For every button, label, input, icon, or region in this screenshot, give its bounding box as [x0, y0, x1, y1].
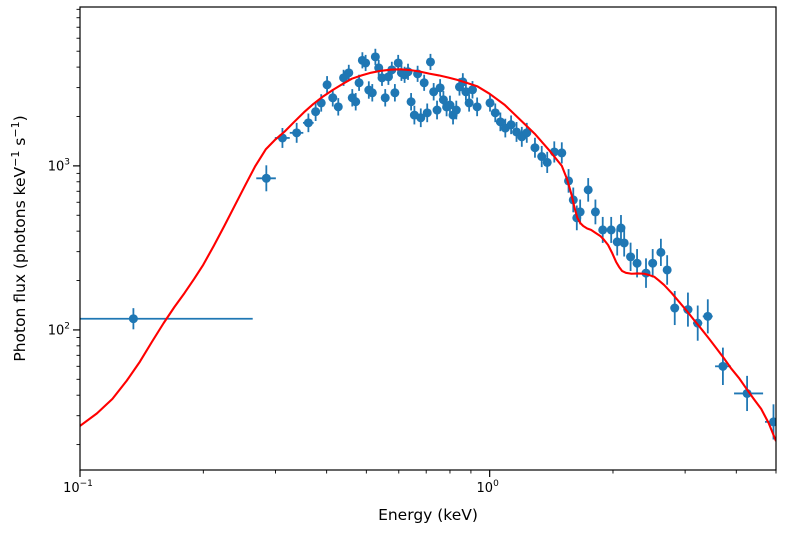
data-point — [432, 105, 442, 115]
data-point — [616, 223, 626, 233]
data-point — [425, 57, 435, 67]
data-point — [542, 157, 552, 167]
data-point — [683, 305, 693, 315]
data-point — [393, 58, 403, 68]
data-point — [292, 128, 302, 138]
data-point — [590, 207, 600, 217]
data-point — [344, 68, 354, 78]
data-point — [370, 52, 380, 62]
data-point — [612, 237, 622, 247]
data-point — [768, 417, 776, 427]
data-point — [670, 303, 680, 313]
data-point — [464, 98, 474, 108]
x-axis-label: Energy (keV) — [378, 506, 478, 524]
data-point — [380, 93, 390, 103]
data-point — [490, 108, 500, 118]
data-point — [311, 107, 321, 117]
data-point — [328, 93, 338, 103]
y-axis-label: Photon flux (photons keV−1 s−1) — [9, 115, 29, 361]
plot-background — [80, 7, 776, 470]
data-point — [261, 173, 271, 183]
data-point — [467, 85, 477, 95]
data-point — [530, 143, 540, 153]
data-point — [361, 58, 371, 68]
data-point — [598, 225, 608, 235]
data-point — [416, 113, 426, 123]
data-point — [656, 247, 666, 257]
data-point — [367, 88, 377, 98]
data-point — [506, 120, 516, 130]
data-point — [557, 148, 567, 158]
data-point — [406, 97, 416, 107]
data-point — [303, 118, 313, 128]
x-tick-label: 100 — [477, 479, 500, 496]
data-point — [435, 83, 445, 93]
data-point — [632, 258, 642, 268]
data-point — [648, 258, 658, 268]
data-point — [128, 314, 138, 324]
data-point — [606, 225, 616, 235]
data-point — [333, 102, 343, 112]
data-point — [438, 95, 448, 105]
model-curve-layer — [80, 68, 776, 442]
model-curve — [80, 68, 776, 442]
y-tick-label: 102 — [48, 321, 70, 338]
tick-labels-layer: 10−1 100 102 103 — [48, 157, 499, 496]
data-point — [419, 78, 429, 88]
data-point — [522, 128, 532, 138]
data-point — [485, 98, 495, 108]
data-point — [583, 185, 593, 195]
data-point — [537, 152, 547, 162]
data-point — [619, 238, 629, 248]
data-point — [662, 265, 672, 275]
data-point — [718, 361, 728, 371]
data-point — [495, 117, 505, 127]
data-point — [354, 78, 364, 88]
data-point — [390, 88, 400, 98]
data-point — [351, 97, 361, 107]
data-point — [626, 252, 636, 262]
data-point — [472, 102, 482, 112]
data-point — [575, 207, 585, 217]
data-point — [451, 105, 461, 115]
data-point — [422, 108, 432, 118]
data-point — [383, 72, 393, 82]
data-point — [703, 311, 713, 321]
y-tick-label: 103 — [48, 157, 70, 174]
x-tick-label: 10−1 — [63, 479, 93, 496]
data-point — [429, 87, 439, 97]
plot-border — [79, 6, 777, 471]
data-point — [322, 80, 332, 90]
